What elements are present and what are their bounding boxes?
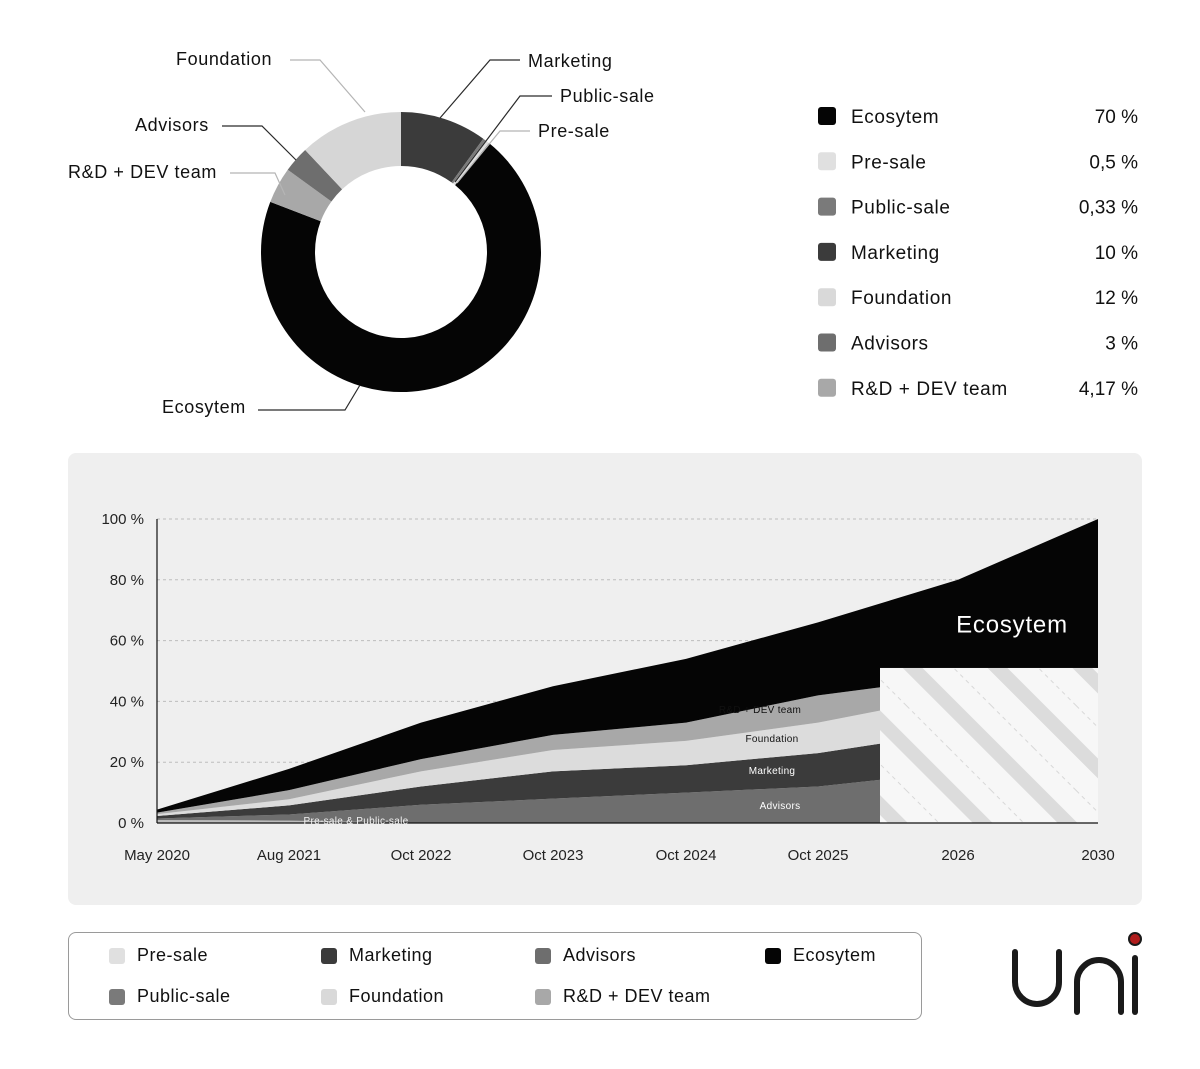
legend-swatch bbox=[818, 288, 836, 307]
legend-swatch bbox=[321, 947, 337, 964]
donut-slice bbox=[401, 112, 484, 183]
legend-label: Public-sale bbox=[851, 198, 951, 219]
donut-callout-label: Public-sale bbox=[560, 86, 655, 106]
y-tick-label: 20 % bbox=[110, 754, 144, 771]
legend-swatch bbox=[818, 197, 836, 216]
legend-value: 12 % bbox=[1095, 288, 1138, 309]
bottom-legend: Pre-sale Marketing Advisors Ecosytem Pub… bbox=[68, 932, 922, 1020]
allocation-donut-chart bbox=[261, 112, 541, 392]
bottom-legend-item: Ecosytem bbox=[765, 945, 876, 966]
y-tick-label: 40 % bbox=[110, 693, 144, 710]
legend-label: Pre-sale bbox=[137, 945, 209, 965]
y-tick-label: 0 % bbox=[118, 815, 144, 832]
logo-dot-icon bbox=[1128, 932, 1142, 946]
legend-label: Ecosytem bbox=[851, 107, 939, 128]
area-series bbox=[157, 519, 1098, 813]
area-label: Marketing bbox=[749, 766, 796, 777]
bottom-legend-item: R&D + DEV team bbox=[535, 986, 711, 1007]
donut-callout-label: Ecosytem bbox=[162, 397, 246, 417]
x-tick-label: 2026 bbox=[941, 847, 974, 864]
donut-callout-line bbox=[290, 59, 366, 113]
donut-callout-line bbox=[258, 384, 361, 411]
x-tick-label: 2030 bbox=[1081, 847, 1114, 864]
logo-letter-n bbox=[1074, 957, 1124, 1015]
donut-callout-line bbox=[454, 95, 552, 183]
legend-label: Foundation bbox=[349, 986, 445, 1006]
logo-letter-u bbox=[1012, 949, 1062, 1007]
legend-swatch bbox=[321, 988, 337, 1005]
allocation-legend: Ecosytem 70 % Pre-sale 0,5 % Public-sale 0,33… bbox=[818, 107, 1138, 400]
area-label: Pre-sale & Public-sale bbox=[304, 816, 409, 827]
legend-value: 70 % bbox=[1095, 107, 1138, 128]
y-tick-label: 80 % bbox=[110, 572, 144, 589]
donut-callout-line bbox=[222, 125, 297, 161]
legend-swatch bbox=[818, 242, 836, 261]
legend-label: Marketing bbox=[349, 945, 433, 965]
projection-area bbox=[880, 667, 1098, 823]
x-tick-label: Oct 2023 bbox=[523, 847, 584, 864]
area-series bbox=[157, 692, 1098, 817]
legend-swatch bbox=[109, 988, 125, 1005]
donut-slice bbox=[261, 143, 541, 392]
donut-callout-label: Marketing bbox=[528, 51, 612, 71]
donut-slice bbox=[270, 169, 332, 222]
legend-label: Ecosytem bbox=[793, 945, 877, 965]
legend-swatch bbox=[109, 947, 125, 964]
bottom-legend-item: Advisors bbox=[535, 945, 636, 966]
donut-callout-label: Advisors bbox=[135, 115, 209, 135]
area-series bbox=[157, 728, 1098, 819]
area-label: Advisors bbox=[760, 801, 801, 812]
donut-callout-line bbox=[439, 59, 520, 119]
legend-swatch bbox=[818, 107, 836, 125]
donut-callout-labels: Foundation Marketing Public-sale Pre-sale Ad… bbox=[68, 49, 655, 417]
legend-swatch bbox=[535, 947, 551, 964]
legend-label: Marketing bbox=[851, 243, 940, 264]
legend-swatch bbox=[818, 378, 836, 397]
donut-slice bbox=[452, 140, 490, 186]
legend-value: 10 % bbox=[1095, 243, 1138, 264]
bottom-legend-item: Public-sale bbox=[109, 986, 231, 1007]
donut-callout-label: Foundation bbox=[176, 49, 272, 69]
bottom-legend-item: Marketing bbox=[321, 945, 433, 966]
x-tick-label: Aug 2021 bbox=[257, 847, 321, 864]
x-tick-label: Oct 2022 bbox=[391, 847, 452, 864]
legend-value: 0,33 % bbox=[1079, 198, 1138, 219]
bottom-legend-item: Foundation bbox=[321, 986, 444, 1007]
donut-slice bbox=[451, 138, 486, 184]
area-label: Ecosytem bbox=[956, 611, 1068, 638]
donut-slice bbox=[305, 112, 401, 190]
y-tick-label: 100 % bbox=[101, 511, 144, 528]
legend-swatch bbox=[765, 947, 781, 964]
donut-callout-label: Pre-sale bbox=[538, 121, 610, 141]
legend-label: Public-sale bbox=[137, 986, 231, 1006]
legend-swatch bbox=[818, 333, 836, 352]
legend-swatch bbox=[535, 988, 551, 1005]
legend-value: 4,17 % bbox=[1079, 379, 1138, 400]
legend-label: R&D + DEV team bbox=[563, 986, 711, 1006]
area-label: R&D + DEV team bbox=[719, 705, 801, 716]
legend-label: Pre-sale bbox=[851, 152, 927, 173]
x-tick-label: May 2020 bbox=[124, 847, 190, 864]
donut-callout-label: R&D + DEV team bbox=[68, 162, 217, 182]
area-label: Foundation bbox=[745, 734, 798, 745]
legend-label: Advisors bbox=[563, 945, 637, 965]
unlock-schedule-area-chart: 0 % 20 % 40 % 60 % 80 % 100 % May 2020 Aug 2021… bbox=[101, 511, 1114, 864]
x-tick-label: Oct 2025 bbox=[788, 847, 849, 864]
uni-logo bbox=[1012, 932, 1142, 1015]
donut-callout-line bbox=[230, 172, 286, 196]
legend-swatch bbox=[818, 152, 836, 171]
area-series bbox=[157, 768, 1098, 823]
area-series bbox=[157, 667, 1098, 815]
legend-label: Foundation bbox=[851, 288, 952, 309]
legend-label: R&D + DEV team bbox=[851, 379, 1008, 400]
x-tick-label: Oct 2024 bbox=[656, 847, 717, 864]
y-tick-label: 60 % bbox=[110, 633, 144, 650]
legend-value: 0,5 % bbox=[1089, 152, 1138, 173]
legend-value: 3 % bbox=[1105, 334, 1138, 355]
donut-callout-line bbox=[456, 130, 530, 184]
bottom-legend-item: Pre-sale bbox=[109, 945, 208, 966]
donut-slice bbox=[287, 149, 343, 202]
legend-label: Advisors bbox=[851, 334, 929, 355]
